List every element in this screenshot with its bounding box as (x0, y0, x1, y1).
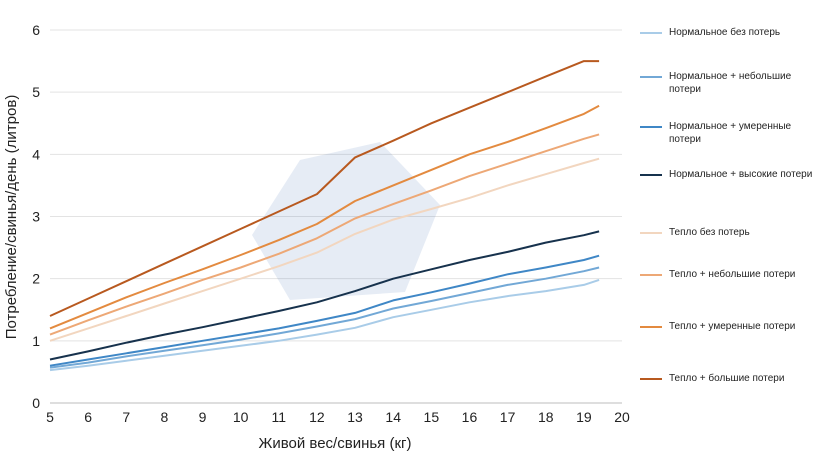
watermark-logo (252, 142, 440, 300)
legend-label: Нормальное без потерь (669, 27, 781, 38)
x-tick-label: 16 (462, 409, 478, 425)
series-line-5 (49, 157, 600, 342)
y-tick-label: 1 (32, 333, 40, 349)
legend-swatch (640, 378, 662, 380)
y-tick-label: 2 (32, 271, 40, 287)
x-tick-label: 20 (614, 409, 630, 425)
x-tick-label: 18 (538, 409, 554, 425)
legend-label: Тепло + умеренные потери (669, 321, 796, 332)
y-tick-label: 5 (32, 84, 40, 100)
legend-label: Тепло без потерь (669, 227, 750, 238)
legend-label: Нормальное + высокие потери (669, 169, 813, 180)
legend-label: Тепло + большие потери (669, 373, 785, 384)
x-tick-label: 14 (385, 409, 401, 425)
legend: Нормальное без потерь Нормальное + неболь… (640, 0, 820, 456)
x-tick-label: 10 (233, 409, 249, 425)
x-tick-label: 19 (576, 409, 592, 425)
legend-label: Нормальное + умеренные потери (669, 121, 792, 145)
x-tick-label: 11 (272, 409, 287, 425)
x-tick-label: 13 (347, 409, 363, 425)
x-tick-label: 8 (161, 409, 169, 425)
x-tick-label: 7 (122, 409, 130, 425)
legend-swatch (640, 232, 662, 234)
series-lines (49, 60, 600, 372)
x-axis-title: Живой вес/свинья (кг) (259, 435, 412, 452)
series-line-7 (49, 104, 600, 330)
y-tick-label: 6 (32, 22, 40, 38)
x-tick-label: 9 (199, 409, 207, 425)
x-tick-label: 6 (84, 409, 92, 425)
x-tick-label: 12 (309, 409, 325, 425)
x-tick-label: 5 (46, 409, 54, 425)
legend-swatch (640, 126, 662, 128)
y-tick-label: 4 (32, 146, 40, 162)
legend-swatch (640, 32, 662, 34)
y-tick-label: 3 (32, 209, 40, 225)
legend-swatch (640, 76, 662, 78)
x-axis-ticks: 5 6 7 8 9 10 11 12 13 14 15 16 17 18 19 20 (46, 409, 630, 425)
legend-swatch (640, 274, 662, 276)
series-line-4 (49, 230, 600, 361)
legend-swatch (640, 326, 662, 328)
x-tick-label: 17 (500, 409, 516, 425)
y-axis-ticks: 0 1 2 3 4 5 6 (32, 22, 40, 411)
series-line-8 (49, 60, 600, 317)
legend-label: Нормальное + небольшие потери (669, 71, 792, 95)
series-line-6 (49, 133, 600, 336)
series-line-3 (49, 254, 600, 367)
legend-label: Тепло + небольшие потери (669, 269, 796, 280)
x-tick-label: 15 (424, 409, 440, 425)
y-tick-label: 0 (32, 395, 40, 411)
legend-swatch (640, 174, 662, 176)
series-line-2 (49, 266, 600, 369)
gridlines (50, 29, 622, 404)
series-line-1 (49, 278, 600, 372)
y-axis-title: Потребление/свинья/день (литров) (3, 95, 20, 340)
